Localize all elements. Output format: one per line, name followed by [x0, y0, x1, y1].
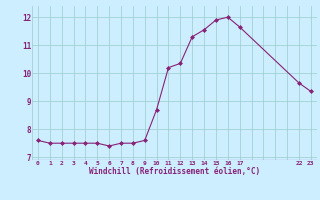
X-axis label: Windchill (Refroidissement éolien,°C): Windchill (Refroidissement éolien,°C) — [89, 167, 260, 176]
